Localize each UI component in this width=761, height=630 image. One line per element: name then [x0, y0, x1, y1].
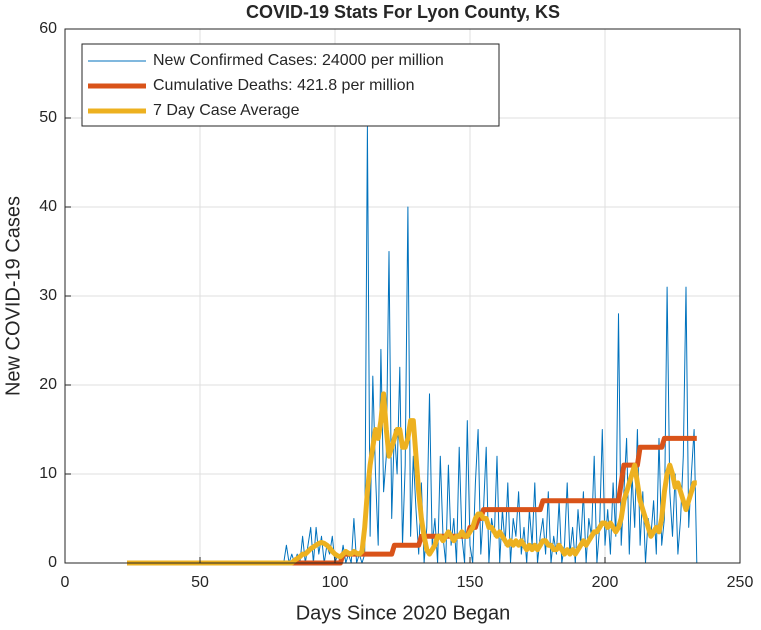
x-tick-label: 250 — [727, 574, 754, 591]
ticks: 0 50 100 150 200 250 0 10 20 30 40 50 60 — [39, 20, 753, 591]
chart-title: COVID-19 Stats For Lyon County, KS — [246, 2, 560, 22]
x-tick-label: 100 — [322, 574, 349, 591]
legend-label: 7 Day Case Average — [153, 102, 300, 119]
legend-label: New Confirmed Cases: 24000 per million — [153, 52, 444, 69]
y-axis-label: New COVID-19 Cases — [2, 196, 24, 396]
y-tick-label: 40 — [39, 198, 57, 215]
y-tick-label: 60 — [39, 20, 57, 37]
x-tick-label: 150 — [457, 574, 484, 591]
x-tick-label: 50 — [191, 574, 209, 591]
y-tick-label: 10 — [39, 465, 57, 482]
y-tick-label: 30 — [39, 287, 57, 304]
y-tick-label: 20 — [39, 376, 57, 393]
x-tick-label: 200 — [592, 574, 619, 591]
legend: New Confirmed Cases: 24000 per million Cu… — [81, 43, 500, 127]
y-tick-label: 0 — [48, 554, 57, 571]
legend-box — [81, 43, 500, 127]
y-tick-label: 50 — [39, 109, 57, 126]
x-axis-label: Days Since 2020 Began — [296, 602, 511, 624]
legend-label: Cumulative Deaths: 421.8 per million — [153, 77, 414, 94]
x-tick-label: 0 — [61, 574, 70, 591]
